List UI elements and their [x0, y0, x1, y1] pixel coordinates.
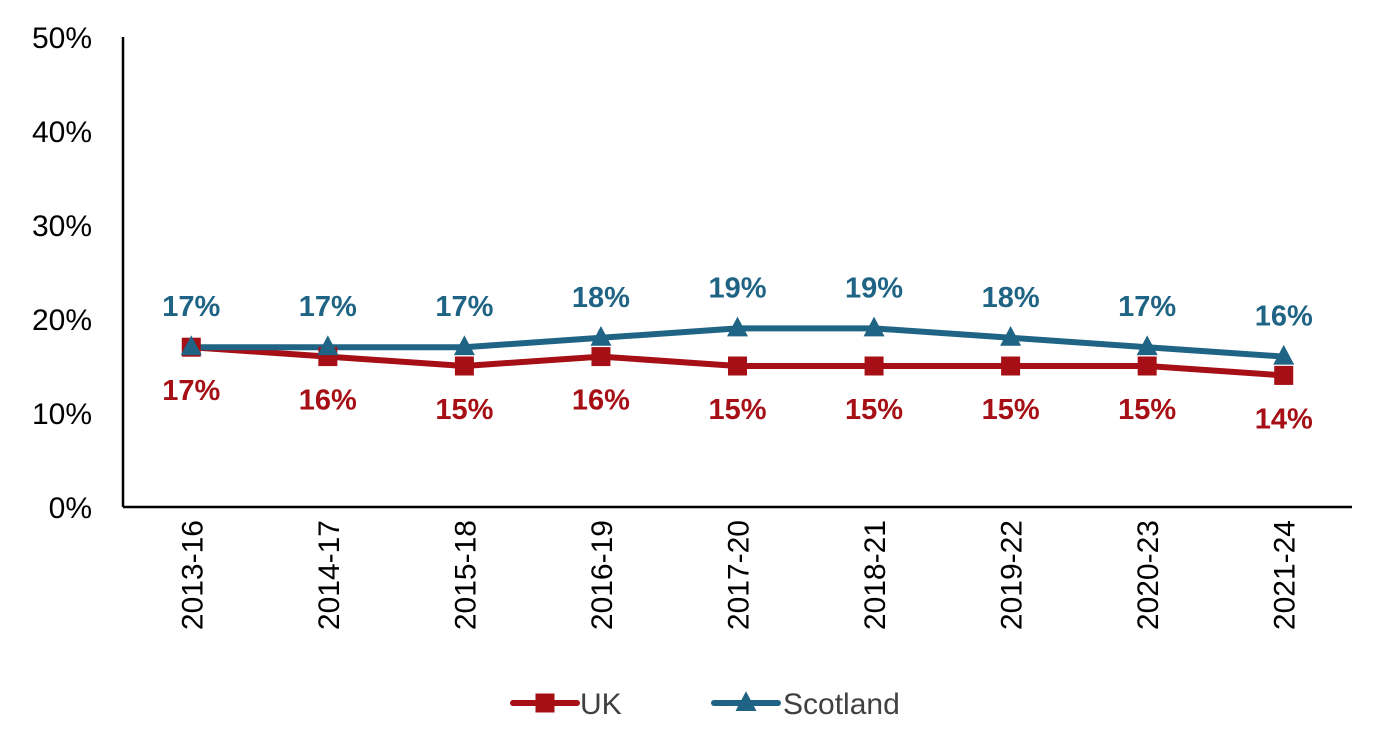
x-tick-label: 2015-18	[449, 520, 482, 630]
data-point-scotland	[727, 316, 748, 337]
data-point-uk	[864, 356, 884, 376]
data-point-uk	[454, 356, 474, 376]
data-point-uk	[1001, 356, 1021, 376]
data-label-scotland: 17%	[1118, 291, 1176, 323]
data-label-uk: 15%	[708, 394, 766, 426]
x-tick-label: 2020-23	[1132, 520, 1165, 630]
data-point-scotland	[180, 335, 202, 356]
legend-item-uk: UK	[510, 688, 622, 721]
legend-item-scotland: Scotland	[711, 688, 900, 721]
legend-swatch-marker	[535, 693, 555, 713]
data-point-scotland	[1136, 335, 1158, 356]
series-markers	[180, 316, 1295, 385]
data-label-scotland: 17%	[162, 291, 220, 323]
data-point-scotland	[863, 316, 885, 337]
legend-label: Scotland	[783, 688, 900, 721]
data-label-uk: 15%	[845, 394, 903, 426]
data-point-scotland	[1273, 344, 1295, 365]
data-point-scotland	[317, 335, 339, 356]
data-point-scotland	[453, 335, 475, 356]
y-tick-label: 20%	[32, 304, 92, 337]
data-label-scotland: 17%	[435, 291, 493, 323]
data-point-scotland	[590, 326, 612, 346]
x-tick-label: 2014-17	[313, 520, 346, 630]
y-tick-label: 0%	[49, 492, 92, 525]
data-point-uk	[1274, 365, 1294, 385]
data-label-scotland: 17%	[299, 291, 357, 323]
x-tick-label: 2019-22	[996, 520, 1029, 630]
data-label-uk: 17%	[162, 375, 220, 407]
y-tick-label: 30%	[32, 210, 92, 243]
data-point-uk	[728, 356, 747, 376]
x-tick-label: 2016-19	[586, 520, 619, 630]
data-label-uk: 15%	[1118, 394, 1176, 426]
data-point-uk	[591, 347, 611, 367]
data-label-uk: 15%	[982, 394, 1040, 426]
legend-swatch-marker	[735, 691, 757, 711]
x-tick-label: 2013-16	[176, 520, 209, 630]
legend-label: UK	[580, 688, 622, 721]
data-label-scotland: 16%	[1255, 301, 1313, 333]
data-label-scotland: 18%	[572, 282, 630, 314]
x-tick-label: 2017-20	[723, 520, 756, 630]
data-label-scotland: 19%	[845, 272, 903, 304]
data-label-uk: 15%	[435, 394, 493, 426]
x-tick-labels: 2013-16 2014-17 2015-18 2016-19 2017-20 2018-…	[176, 520, 1301, 630]
data-labels: 17% 16% 15% 16% 15% 15% 15% 15% 14% 17% 17% 17% 18% 1…	[162, 272, 1313, 435]
data-label-scotland: 19%	[708, 272, 766, 304]
data-label-uk: 16%	[572, 385, 630, 417]
x-tick-label: 2018-21	[859, 520, 892, 630]
data-point-scotland	[1000, 326, 1022, 346]
legend: UK Scotland	[510, 688, 900, 721]
x-tick-label: 2021-24	[1269, 520, 1302, 630]
data-label-uk: 16%	[299, 385, 357, 417]
data-point-uk	[1137, 356, 1157, 376]
data-label-uk: 14%	[1255, 403, 1313, 435]
y-tick-label: 50%	[32, 22, 92, 55]
data-label-scotland: 18%	[982, 282, 1040, 314]
y-tick-label: 10%	[32, 398, 92, 431]
y-tick-labels: 0% 10% 20% 30% 40% 50%	[32, 22, 92, 525]
y-tick-label: 40%	[32, 116, 92, 149]
